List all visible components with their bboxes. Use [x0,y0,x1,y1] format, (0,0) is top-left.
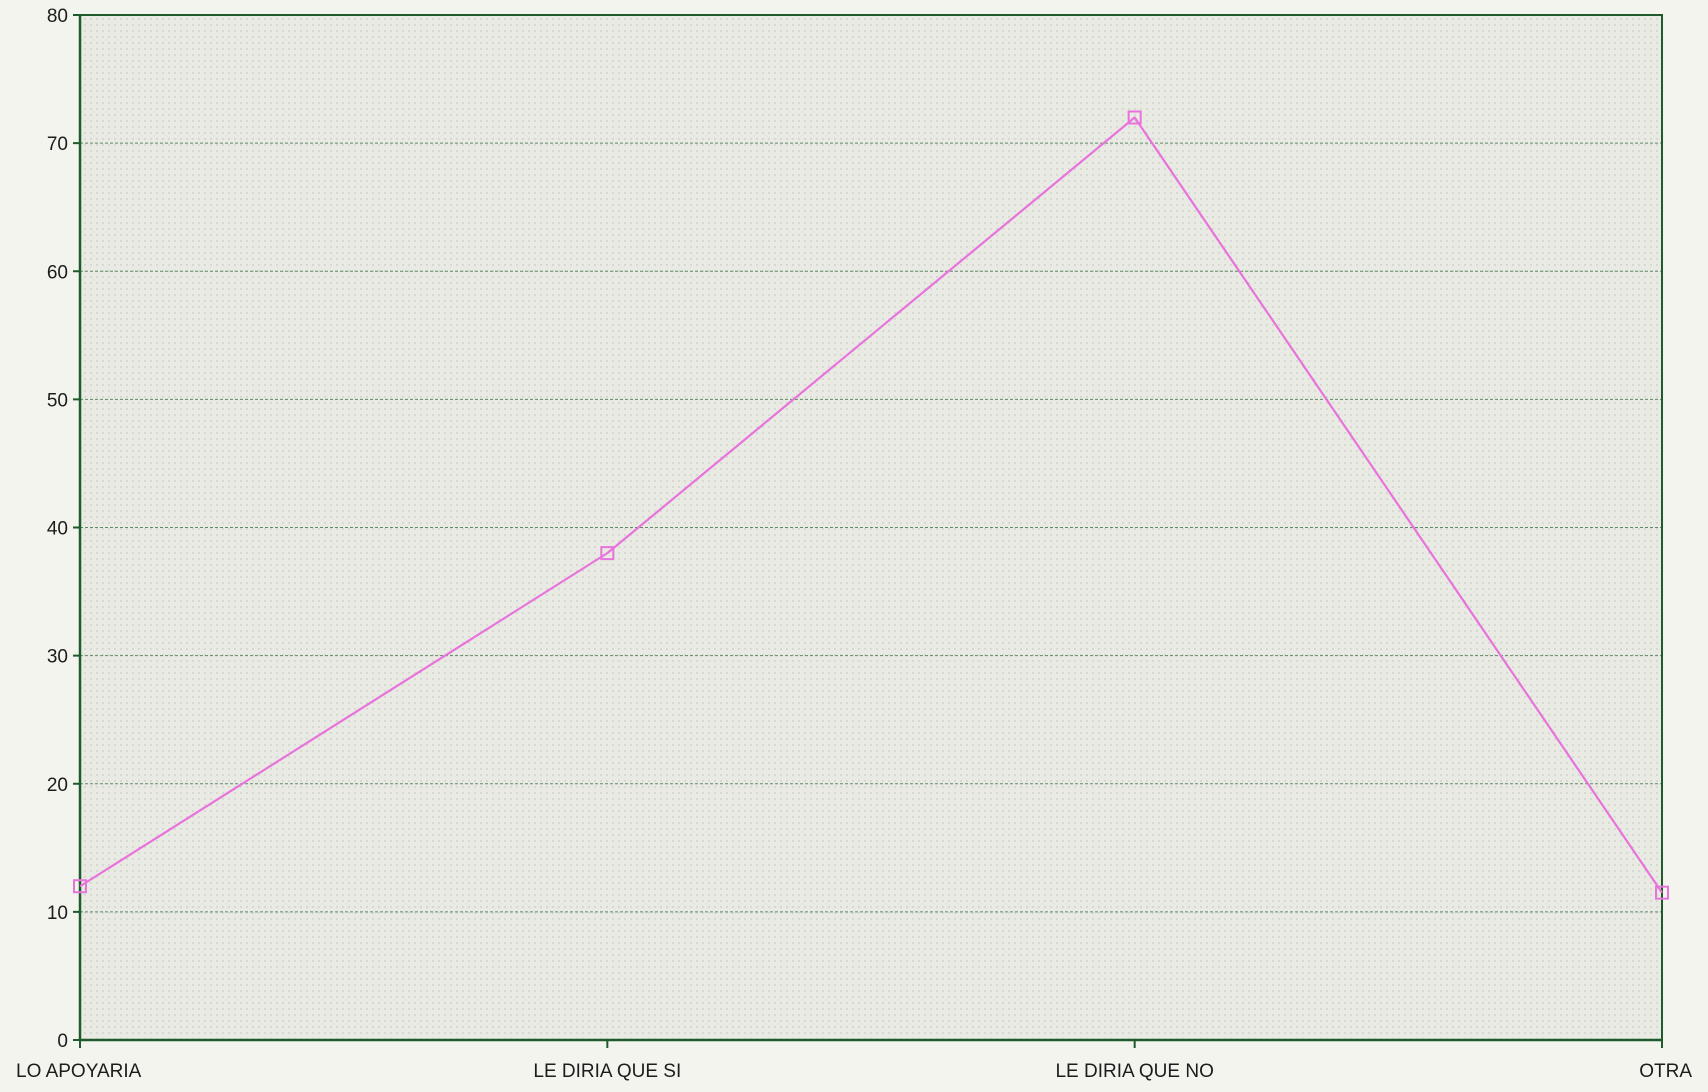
y-tick-label: 80 [47,6,68,27]
x-tick-label: LO APOYARIA [16,1061,142,1082]
y-tick-label: 30 [47,647,68,668]
x-tick-label: OTRA [1639,1061,1692,1082]
y-tick-label: 60 [47,262,68,283]
y-tick-label: 20 [47,775,68,796]
y-tick-label: 40 [47,519,68,540]
y-tick-label: 10 [47,903,68,924]
y-tick-label: 50 [47,390,68,411]
y-tick-label: 0 [57,1031,68,1052]
x-tick-label: LE DIRIA QUE NO [1055,1061,1213,1082]
y-tick-label: 70 [47,134,68,155]
x-tick-label: LE DIRIA QUE SI [533,1061,681,1082]
